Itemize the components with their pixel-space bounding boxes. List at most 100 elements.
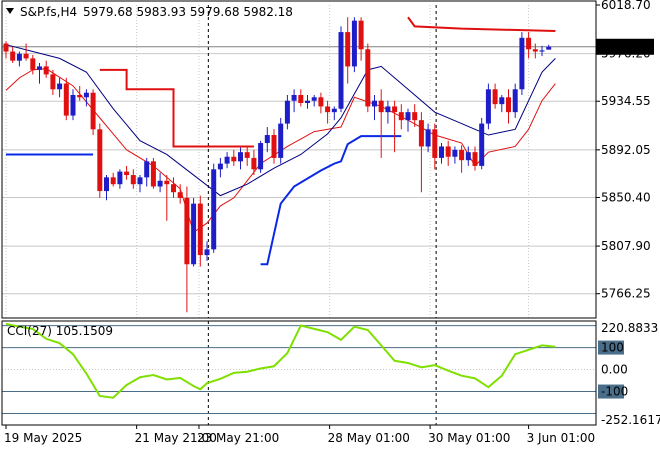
price-tick-label: 5850.40	[601, 190, 651, 204]
price-tick-label: 5934.55	[601, 94, 651, 108]
current-price-label: 5982.18	[601, 40, 651, 54]
candle	[271, 129, 277, 164]
candle	[358, 17, 364, 61]
candle	[405, 108, 411, 132]
candle-body	[191, 203, 197, 265]
candle	[278, 117, 284, 164]
candle-body	[3, 43, 9, 52]
cci-tick-label: 100	[601, 341, 624, 355]
candle	[191, 197, 197, 267]
chart-dropdown-icon[interactable]	[6, 8, 14, 14]
candle-body	[465, 152, 471, 161]
candle-body	[171, 184, 176, 193]
candle	[425, 123, 431, 153]
candle-body	[459, 149, 465, 161]
candle	[57, 77, 63, 98]
candle-body	[144, 161, 150, 178]
cci-tick-label: 220.8833	[601, 321, 658, 335]
candle-body	[532, 49, 538, 52]
candle-body	[238, 152, 243, 162]
candle-body	[546, 46, 552, 50]
candle	[345, 17, 351, 84]
candle	[77, 85, 83, 101]
candle-body	[485, 89, 491, 124]
candle	[224, 152, 230, 169]
candle	[150, 157, 156, 189]
price-tick-label: 5766.25	[601, 287, 651, 301]
candle-body	[512, 89, 518, 113]
candle	[485, 83, 491, 130]
candle-body	[338, 32, 344, 109]
candle-body	[150, 161, 156, 187]
candle	[506, 89, 511, 124]
candle-body	[412, 112, 418, 121]
candle	[519, 32, 525, 96]
candle	[50, 69, 56, 96]
candle	[83, 89, 89, 107]
candle	[532, 43, 538, 59]
candle	[157, 172, 163, 193]
candle-body	[506, 97, 511, 113]
candle-body	[331, 108, 337, 113]
candle	[204, 241, 210, 261]
cci-tick-label: -252.1617	[601, 413, 660, 427]
candle	[526, 32, 532, 59]
candle-body	[325, 106, 331, 113]
time-tick-label: 3 Jun 01:00	[527, 431, 596, 445]
candle	[30, 54, 36, 75]
candle-body	[526, 37, 532, 50]
candle-body	[244, 152, 250, 158]
candle	[251, 149, 257, 176]
candle	[211, 163, 217, 253]
candle-body	[278, 123, 284, 158]
candle	[459, 145, 465, 173]
candle-body	[30, 58, 36, 70]
candle-body	[439, 146, 444, 158]
candle	[258, 140, 264, 173]
candle	[305, 95, 310, 109]
candle-body	[77, 95, 83, 98]
candle-body	[351, 20, 357, 67]
stop-level-line	[407, 16, 556, 32]
candle	[378, 89, 384, 158]
candle-body	[137, 177, 143, 185]
candle-body	[43, 66, 49, 75]
candle-body	[492, 89, 498, 105]
candle-body	[385, 106, 391, 113]
candle	[63, 77, 69, 121]
candle	[291, 89, 297, 113]
candle	[97, 123, 103, 198]
candle	[472, 146, 478, 171]
candle	[499, 95, 505, 113]
candle-body	[425, 129, 431, 147]
cci-axis: 220.8833 100 0.00 -100 -252.1617	[598, 321, 660, 427]
candle-body	[157, 180, 163, 187]
main-grid	[2, 5, 596, 425]
candle	[144, 157, 150, 187]
candle-body	[499, 97, 505, 105]
candle-body	[284, 100, 290, 124]
candle-body	[298, 95, 304, 104]
candle-body	[217, 163, 223, 170]
ma-fast-line	[5, 44, 556, 197]
stop-level-line	[260, 135, 402, 266]
panel-frames	[1, 0, 597, 426]
time-tick-label: 30 May 01:00	[428, 431, 510, 445]
time-tick-label: 19 May 2025	[4, 431, 82, 445]
candle	[90, 89, 96, 136]
candle-body	[418, 120, 424, 147]
cci-line	[5, 322, 556, 399]
stop-levels	[6, 16, 556, 266]
candle-body	[445, 146, 451, 157]
candle	[465, 146, 471, 166]
cci-title: CCI(27) 105.1509	[7, 324, 113, 338]
candle-body	[83, 92, 89, 98]
candle	[217, 157, 223, 178]
cci-panel-frame	[1, 320, 597, 426]
candle-body	[104, 177, 109, 192]
cci-level-tag	[598, 384, 624, 399]
candle-body	[251, 157, 257, 170]
candle	[318, 92, 324, 114]
candle-body	[124, 171, 130, 176]
